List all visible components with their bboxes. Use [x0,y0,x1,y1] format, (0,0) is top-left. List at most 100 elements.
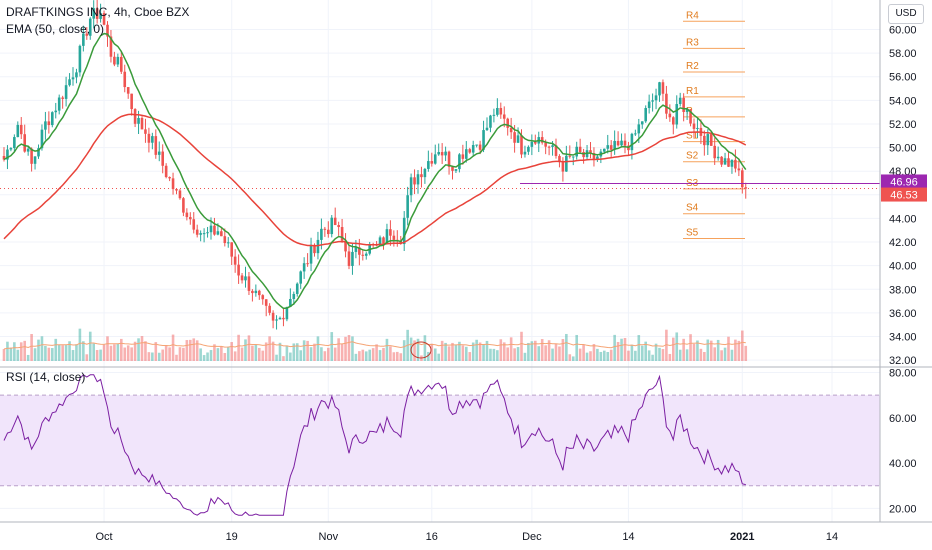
price-tick-label: 52.00 [889,119,917,131]
candle-body [551,145,554,147]
volume-bar [392,352,396,361]
volume-bar [523,352,527,361]
volume-bar [185,340,189,361]
candle-body [475,144,478,146]
volume-bar [385,338,389,361]
volume-bar [195,340,199,361]
volume-bar [575,334,578,361]
volume-bar [585,352,589,361]
volume-bar [592,344,596,361]
volume-bar [213,344,216,361]
candle-body [513,132,516,143]
candle-body [527,146,530,152]
volume-bar [699,348,703,361]
volume-bar [630,344,634,361]
volume-bar [509,337,513,361]
candle-body [151,136,154,143]
volume-bar [599,351,603,361]
volume-bar [447,346,451,361]
candle-body [558,155,561,163]
candle-body [206,232,209,234]
candle-body [416,174,420,185]
volume-bar [665,329,668,361]
volume-bar [95,350,99,361]
candle-body [171,178,175,190]
volume-bar [261,350,265,361]
volume-bar [513,348,516,361]
volume-bar [147,352,151,361]
volume-bar [606,351,610,361]
time-tick-label: Nov [319,531,339,543]
price-tick-label: 32.00 [889,355,917,367]
volume-bar [351,336,354,361]
volume-bar [654,343,658,361]
candle-body [603,148,606,152]
volume-bar [68,341,71,361]
rsi-pane [0,394,880,487]
candle-body [737,168,741,171]
volume-bar [423,335,427,361]
candle-body [682,97,685,112]
candle-body [292,293,296,299]
volume-bar [40,336,44,361]
currency-button[interactable]: USD [888,4,924,24]
candle-body [137,117,140,124]
volume-bar [178,347,182,361]
volume-bar [558,346,561,361]
candle-body [64,85,68,99]
volume-bar [547,340,551,361]
volume-bar [682,338,685,361]
volume-bar [485,340,489,361]
volume-bar [520,331,523,361]
volume-bar [506,347,509,361]
volume-bar [530,341,534,361]
candle-body [358,247,361,255]
volume-bar [534,340,537,361]
volume-bar [382,347,385,361]
volume-bar [440,340,444,361]
candle-body [178,190,182,199]
candle-body [9,148,13,150]
volume-bar [199,348,202,361]
candle-body [458,154,461,170]
candle-body [734,159,737,169]
volume-bar [102,344,106,361]
candle-body [620,140,623,146]
volume-bar [330,332,334,361]
volume-bar [154,342,158,361]
candle-body [540,137,544,143]
volume-bar [323,351,327,361]
candle-body [703,135,706,146]
candle-body [202,233,206,235]
volume-bar [734,339,737,361]
volume-bar [226,346,230,361]
price-tick-label: 44.00 [889,213,917,225]
volume-bar [578,348,582,361]
volume-bar [182,347,185,361]
volume-bar [264,342,268,361]
volume-bar [309,347,313,361]
volume-bar [589,351,592,361]
candle-body [451,166,454,171]
volume-bar [375,344,378,361]
candle-body [2,156,6,160]
volume-bar [316,336,320,361]
candle-body [534,141,537,144]
candle-body [530,141,534,147]
volume-bar [582,344,585,361]
volume-bar [489,348,492,361]
volume-bar [496,350,499,361]
volume-bar [675,332,679,361]
price-tick-label: 50.00 [889,143,917,155]
volume-bar [396,351,399,361]
time-tick-label: 19 [226,531,238,543]
pivot-label: S2 [686,151,699,162]
volume-bar [19,342,23,361]
volume-bar [306,340,309,361]
volume-bar [416,338,420,361]
volume-bar [371,348,375,361]
volume-bar [33,348,37,361]
candle-body [316,239,320,254]
rsi-tick-label: 80.00 [889,368,917,380]
